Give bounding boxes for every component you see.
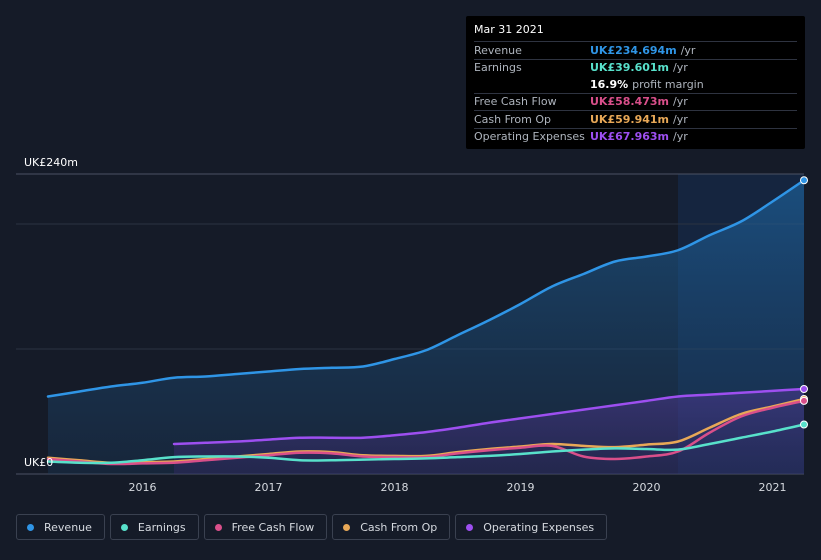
chart-legend: Revenue Earnings Free Cash Flow Cash Fro…: [16, 514, 608, 540]
operating-expenses-end-marker: [800, 385, 808, 393]
tooltip-unit: /yr: [673, 130, 688, 144]
legend-label: Earnings: [137, 520, 186, 534]
free-cash-flow-end-marker: [800, 396, 808, 405]
x-tick-label: 2021: [759, 481, 787, 494]
tooltip-row-revenue: Revenue UK£234.694m /yr: [474, 41, 797, 59]
x-tick-label: 2017: [255, 481, 283, 494]
tooltip-date: Mar 31 2021: [474, 23, 544, 36]
legend-dot-icon: [466, 523, 474, 531]
x-tick-label: 2016: [129, 481, 157, 494]
tooltip-row-cash-from-op: Cash From Op UK£59.941m /yr: [474, 110, 797, 128]
tooltip-value: 16.9%: [590, 77, 629, 91]
legend-label: Free Cash Flow: [231, 520, 315, 534]
tooltip-row-profit-margin: 16.9% profit margin: [474, 76, 797, 93]
chart-area: 2016 2017 2018 2019 2020 2021 UK£240m UK£0: [16, 156, 808, 494]
tooltip-unit: /yr: [673, 61, 688, 75]
legend-item-operating-expenses[interactable]: Operating Expenses: [455, 514, 608, 540]
tooltip-label: Earnings: [474, 61, 522, 75]
legend-label: Revenue: [44, 520, 92, 534]
legend-dot-icon: [214, 523, 222, 531]
x-tick-label: 2019: [507, 481, 535, 494]
x-tick-label: 2018: [381, 481, 409, 494]
earnings-line: [46, 423, 806, 465]
legend-label: Operating Expenses: [483, 520, 595, 534]
tooltip-row-free-cash-flow: Free Cash Flow UK£58.473m /yr: [474, 92, 797, 111]
data-tooltip: Mar 31 2021 Revenue UK£234.694m /yr Earn…: [466, 16, 805, 149]
y-axis-bottom-label: UK£0: [24, 456, 53, 469]
legend-label: Cash From Op: [360, 520, 438, 534]
legend-item-free-cash-flow[interactable]: Free Cash Flow: [203, 514, 328, 540]
revenue-area: [48, 180, 804, 474]
tooltip-unit: /yr: [673, 95, 688, 109]
tooltip-row-operating-expenses: Operating Expenses UK£67.963m /yr: [474, 127, 797, 146]
tooltip-unit: profit margin: [632, 77, 704, 91]
x-axis-ticks: 2016 2017 2018 2019 2020 2021: [129, 481, 787, 494]
tooltip-label: Cash From Op: [474, 112, 552, 126]
legend-dot-icon: [27, 523, 34, 531]
tooltip-value: UK£59.941m: [590, 112, 670, 126]
earnings-end-marker: [800, 420, 808, 429]
tooltip-value: UK£234.694m: [590, 43, 677, 57]
tooltip-value: UK£67.963m: [590, 130, 670, 144]
tooltip-unit: /yr: [673, 112, 688, 126]
tooltip-value: UK£58.473m: [590, 95, 670, 109]
y-axis-top-label: UK£240m: [24, 156, 78, 169]
legend-item-earnings[interactable]: Earnings: [109, 514, 199, 540]
legend-dot-icon: [120, 523, 128, 531]
tooltip-value: UK£39.601m: [590, 61, 670, 75]
tooltip-label: Operating Expenses: [474, 130, 585, 144]
legend-item-revenue[interactable]: Revenue: [16, 514, 105, 540]
tooltip-label: Revenue: [474, 43, 522, 57]
legend-item-cash-from-op[interactable]: Cash From Op: [332, 514, 451, 540]
revenue-line: [46, 179, 806, 398]
end-markers: [800, 176, 808, 429]
series-lines: [46, 179, 806, 466]
legend-dot-icon: [343, 523, 351, 531]
operating-expenses-line: [172, 387, 806, 446]
tooltip-label: Free Cash Flow: [474, 95, 557, 109]
tooltip-unit: /yr: [680, 43, 696, 57]
tooltip-row-earnings: Earnings UK£39.601m /yr: [474, 58, 797, 77]
revenue-end-marker: [800, 176, 808, 185]
x-tick-label: 2020: [633, 481, 661, 494]
